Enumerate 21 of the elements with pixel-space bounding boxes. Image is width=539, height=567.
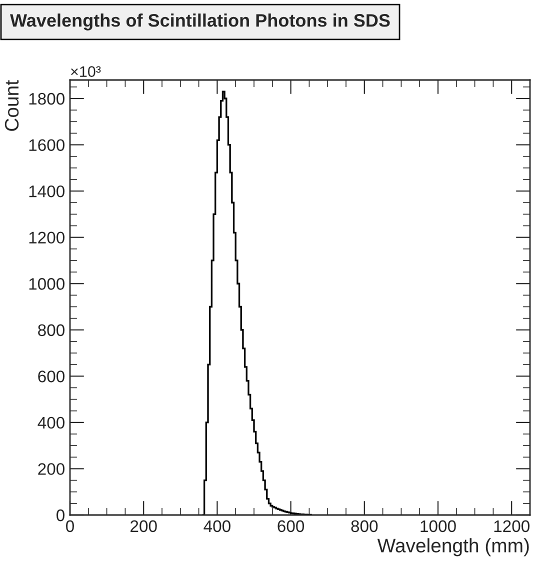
text: ×10³ (71, 66, 101, 77)
y-tick-label: 800 (38, 324, 64, 336)
x-axis-title: Wavelength (mm) (377, 538, 529, 556)
x-tick-label: 400 (204, 520, 230, 532)
y-tick-label: 0 (56, 509, 64, 522)
x-tick-label: 1200 (494, 520, 530, 532)
y-tick-label: 1400 (29, 185, 64, 198)
x-tick-label: 1000 (420, 520, 456, 532)
x-tick-label: 0 (66, 520, 74, 532)
y-tick-label: 1200 (29, 232, 64, 244)
x-tick-label: 200 (130, 520, 157, 532)
y-tick-label: 400 (38, 416, 64, 429)
y-tick-label: 200 (38, 463, 64, 475)
chart-title: Wavelengths of Scintillation Photons in SDS (10, 14, 390, 30)
x-tick-label: 800 (351, 520, 378, 532)
y-tick-label: 1600 (29, 139, 64, 151)
y-tick-label: 1800 (29, 92, 64, 105)
y-tick-label: 600 (38, 370, 64, 382)
y-axis-title: Count (4, 80, 19, 131)
x-tick-label: 600 (278, 520, 304, 532)
y-tick-label: 1000 (29, 278, 64, 290)
